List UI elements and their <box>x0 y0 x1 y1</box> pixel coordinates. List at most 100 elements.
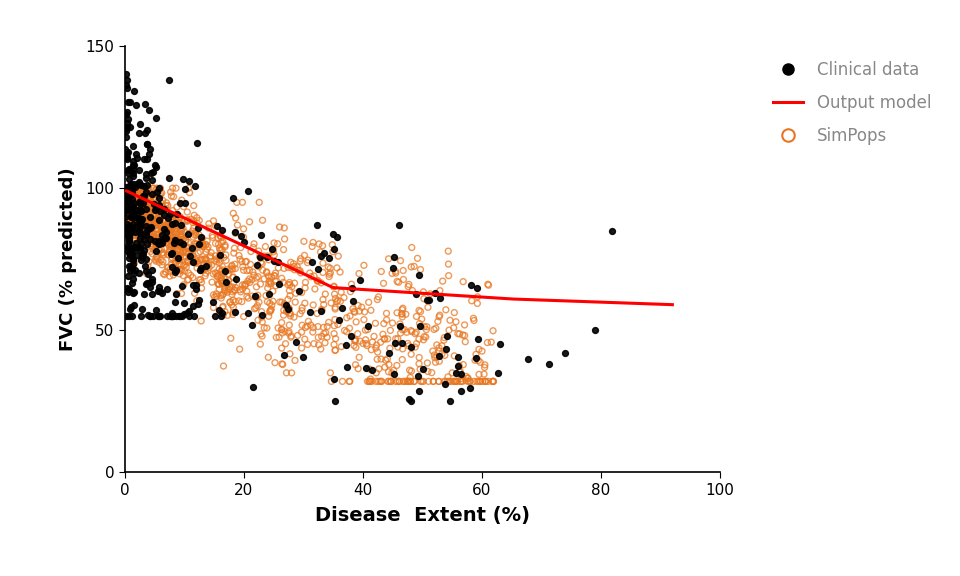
Point <box>120 97 135 107</box>
Point <box>141 228 156 237</box>
Point <box>147 205 162 214</box>
Point <box>141 202 156 211</box>
Point <box>120 190 135 199</box>
Point <box>150 254 165 263</box>
Point <box>413 377 428 386</box>
Point <box>205 298 221 307</box>
Point <box>323 264 338 273</box>
Point <box>118 70 133 79</box>
Point <box>123 249 138 258</box>
Point <box>124 204 139 213</box>
Point <box>131 207 146 216</box>
Point <box>420 295 435 305</box>
Point <box>125 213 140 222</box>
Point <box>121 261 136 270</box>
Point <box>162 241 178 251</box>
Point <box>191 275 206 285</box>
Point <box>167 239 182 248</box>
Point <box>172 219 187 229</box>
Point <box>352 336 368 346</box>
Point <box>189 240 204 249</box>
Point <box>159 285 175 294</box>
Point <box>315 295 330 304</box>
Point <box>420 302 436 312</box>
Point <box>122 265 137 274</box>
Point <box>303 272 319 281</box>
Point <box>121 213 136 222</box>
Point <box>128 206 143 215</box>
Point <box>139 197 155 206</box>
Point <box>209 291 225 301</box>
Point <box>150 199 165 209</box>
Point <box>128 205 143 214</box>
Point <box>127 185 142 194</box>
Point <box>228 274 244 283</box>
Point <box>417 294 432 304</box>
Point <box>327 397 343 406</box>
Point <box>277 301 293 310</box>
Point <box>132 218 147 227</box>
Point <box>144 223 159 233</box>
Point <box>118 244 133 253</box>
Point <box>468 353 484 362</box>
Point <box>122 207 137 216</box>
Point <box>122 189 137 198</box>
Point <box>306 271 322 281</box>
Point <box>215 262 230 271</box>
Point <box>181 229 197 238</box>
Point <box>127 184 142 193</box>
Point <box>326 290 342 299</box>
Point <box>272 222 287 232</box>
Point <box>395 325 410 335</box>
Point <box>155 249 170 258</box>
Point <box>588 325 603 335</box>
Point <box>120 219 135 228</box>
Point <box>356 261 372 270</box>
Point <box>144 190 159 199</box>
Point <box>243 247 258 256</box>
Point <box>293 254 308 263</box>
Point <box>156 216 171 225</box>
Point <box>145 204 160 213</box>
Point <box>177 310 192 319</box>
Point <box>150 235 165 244</box>
Point <box>123 181 138 190</box>
Point <box>133 203 149 212</box>
Point <box>218 287 233 296</box>
Point <box>392 220 407 229</box>
Point <box>124 183 139 192</box>
Point <box>413 365 428 374</box>
Point <box>213 312 228 321</box>
Point <box>254 331 270 340</box>
Point <box>446 351 462 361</box>
Point <box>346 304 361 313</box>
Point <box>453 386 468 396</box>
Point <box>153 190 168 199</box>
Point <box>119 191 134 200</box>
Point <box>428 288 444 297</box>
Point <box>252 230 268 240</box>
Point <box>124 210 139 219</box>
Point <box>384 269 399 278</box>
Point <box>172 265 187 274</box>
Point <box>263 278 278 287</box>
Point <box>155 199 170 209</box>
Point <box>390 308 405 317</box>
Point <box>491 368 506 377</box>
Point <box>187 181 203 191</box>
Point <box>469 299 485 308</box>
Point <box>119 184 134 193</box>
Point <box>469 377 485 386</box>
Point <box>162 225 178 234</box>
Point <box>163 213 179 222</box>
Point <box>173 220 188 229</box>
Point <box>157 236 173 245</box>
Point <box>314 278 329 287</box>
Point <box>604 226 619 236</box>
Point <box>192 266 207 275</box>
Point <box>209 254 225 263</box>
Point <box>193 266 208 275</box>
Point <box>156 223 171 232</box>
Point <box>204 260 219 270</box>
Point <box>127 187 142 196</box>
